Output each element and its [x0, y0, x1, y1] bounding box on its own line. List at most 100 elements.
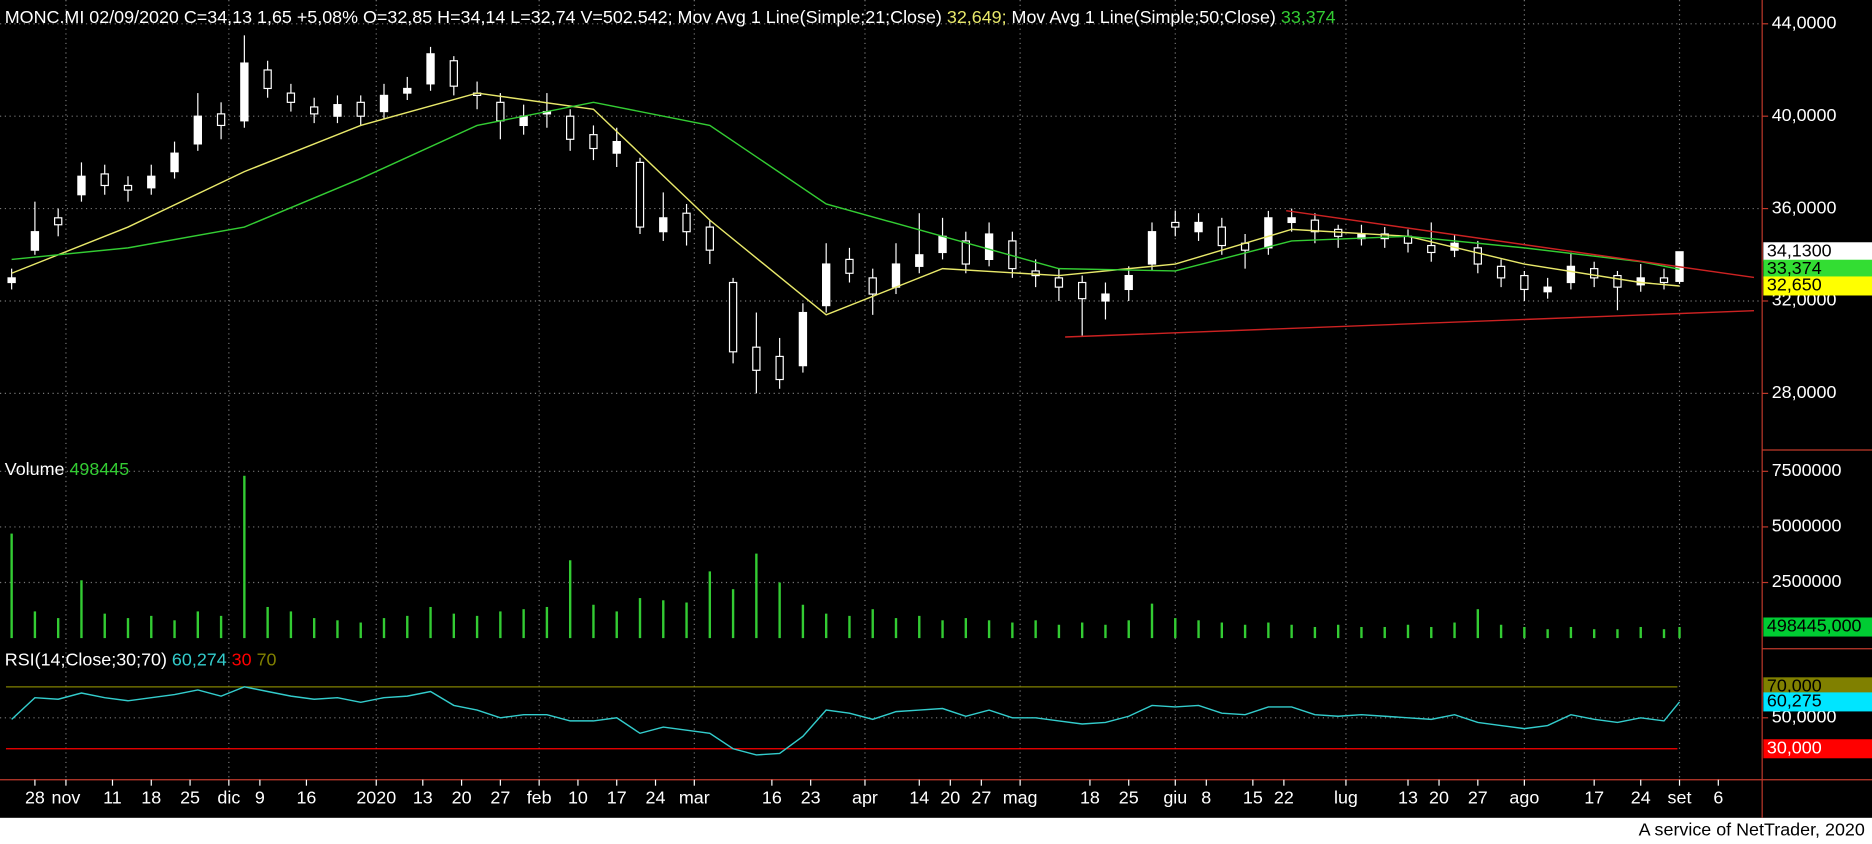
- volume-bar: [1174, 618, 1177, 639]
- candle-body: [147, 175, 156, 189]
- candle-body: [659, 217, 668, 233]
- volume-bar: [1243, 624, 1247, 639]
- x-tick-label: nov: [52, 787, 81, 807]
- x-tick-label: 11: [103, 787, 122, 807]
- x-tick-label: 17: [1584, 787, 1604, 807]
- volume-bar: [452, 613, 456, 639]
- candle-body: [1124, 274, 1133, 291]
- volume-bar: [918, 615, 921, 639]
- candle-body: [915, 254, 924, 267]
- volume-bar: [80, 580, 83, 639]
- series-name: Mov Avg 1 Line(Simple;50;Close): [1012, 7, 1276, 27]
- candle-body: [868, 277, 877, 295]
- candle-body: [1380, 233, 1389, 240]
- candle-body: [798, 311, 808, 367]
- x-tick-label: mar: [679, 787, 710, 807]
- volume-bar: [1127, 620, 1130, 639]
- background: [0, 0, 1872, 818]
- badge-label: 498445,000: [1767, 616, 1862, 636]
- candle-body: [1171, 221, 1180, 228]
- volume-bar: [941, 620, 944, 639]
- volume-bar: [10, 533, 13, 639]
- candle-body: [1427, 244, 1436, 254]
- volume-bar: [1639, 626, 1642, 639]
- volume-bar: [1662, 629, 1666, 639]
- candle-body: [356, 101, 365, 117]
- candle-body: [961, 240, 970, 265]
- candle-body: [1101, 293, 1110, 302]
- candle-body: [123, 184, 133, 191]
- candle-body: [286, 92, 296, 103]
- x-tick-label: 20: [940, 787, 960, 807]
- candle-body: [333, 104, 342, 117]
- volume-legend: Volume 498445: [5, 459, 129, 479]
- candle-body: [682, 212, 691, 233]
- candle-body: [449, 60, 458, 87]
- candle-body: [1264, 217, 1273, 249]
- y-tick-label: 44,0000: [1772, 13, 1837, 33]
- y-tick-label: 40,0000: [1772, 105, 1837, 125]
- value-badge: [1763, 259, 1872, 279]
- volume-bar: [1336, 624, 1340, 639]
- candle-body: [240, 62, 249, 122]
- candle-body: [7, 277, 16, 284]
- volume-bar: [1546, 629, 1549, 639]
- volume-bar: [1197, 620, 1200, 639]
- volume-bar: [219, 615, 223, 639]
- trendline: [1286, 209, 1755, 279]
- x-tick-label: 8: [1201, 787, 1211, 807]
- x-tick-label: 17: [607, 787, 627, 807]
- volume-bar: [1569, 626, 1573, 639]
- candle-body: [1287, 217, 1296, 224]
- volume-bar: [1360, 626, 1363, 639]
- volume-bar: [778, 582, 781, 639]
- x-tick-label: 24: [1631, 787, 1651, 807]
- x-tick-label: set: [1668, 787, 1692, 807]
- candle-body: [891, 263, 901, 288]
- candle-body: [1054, 277, 1064, 288]
- candle-body: [1217, 226, 1226, 247]
- volume-title: Volume: [5, 459, 65, 479]
- x-tick-label: 18: [141, 787, 161, 807]
- candle-body: [403, 87, 412, 94]
- candle-body: [77, 175, 86, 196]
- x-tick-label: 13: [1398, 787, 1418, 807]
- candle-body: [845, 258, 854, 274]
- candle-body: [984, 233, 994, 261]
- volume-bar: [1104, 624, 1107, 639]
- volume-bar: [545, 606, 549, 639]
- volume-bar: [592, 604, 595, 639]
- volume-bar: [801, 604, 805, 639]
- volume-bar: [731, 589, 735, 639]
- x-tick-label: 9: [255, 787, 265, 807]
- candle-body: [566, 115, 575, 140]
- volume-bar: [312, 618, 316, 639]
- volume-bar: [755, 553, 758, 639]
- value-badge: [1763, 739, 1872, 759]
- candle-body: [310, 106, 319, 115]
- candle-body: [519, 115, 528, 127]
- candle-body: [1636, 277, 1645, 286]
- x-tick-label: 16: [296, 787, 316, 807]
- volume-bar: [173, 620, 176, 639]
- badge-label: 30,000: [1767, 737, 1822, 757]
- rsi-legend: RSI(14;Close;30;70) 60,274 30 70: [5, 649, 277, 669]
- x-tick-label: ago: [1509, 787, 1539, 807]
- volume-bar: [266, 606, 269, 639]
- x-tick-label: 13: [413, 787, 433, 807]
- series-value: 32,649;: [947, 7, 1007, 27]
- candle-body: [1590, 268, 1599, 279]
- volume-bar: [1678, 627, 1681, 639]
- candle-body: [822, 263, 831, 307]
- volume-bar: [126, 618, 130, 639]
- volume-bar: [708, 571, 712, 639]
- series-name: Mov Avg 1 Line(Simple;21;Close): [678, 7, 942, 27]
- series-value: 33,374: [1281, 7, 1336, 27]
- volume-bar: [1499, 624, 1503, 639]
- candle-body: [612, 141, 621, 154]
- volume-bar: [499, 611, 502, 639]
- x-tick-label: 10: [568, 787, 588, 807]
- x-tick-label: feb: [527, 787, 552, 807]
- volume-bar: [1383, 626, 1386, 639]
